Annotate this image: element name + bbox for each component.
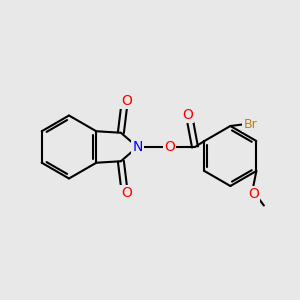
Text: O: O [248,188,259,201]
Text: O: O [121,94,132,108]
Text: O: O [121,186,132,200]
Text: N: N [132,140,142,154]
Text: O: O [164,140,175,154]
Text: Br: Br [244,118,257,131]
Text: O: O [182,108,193,122]
